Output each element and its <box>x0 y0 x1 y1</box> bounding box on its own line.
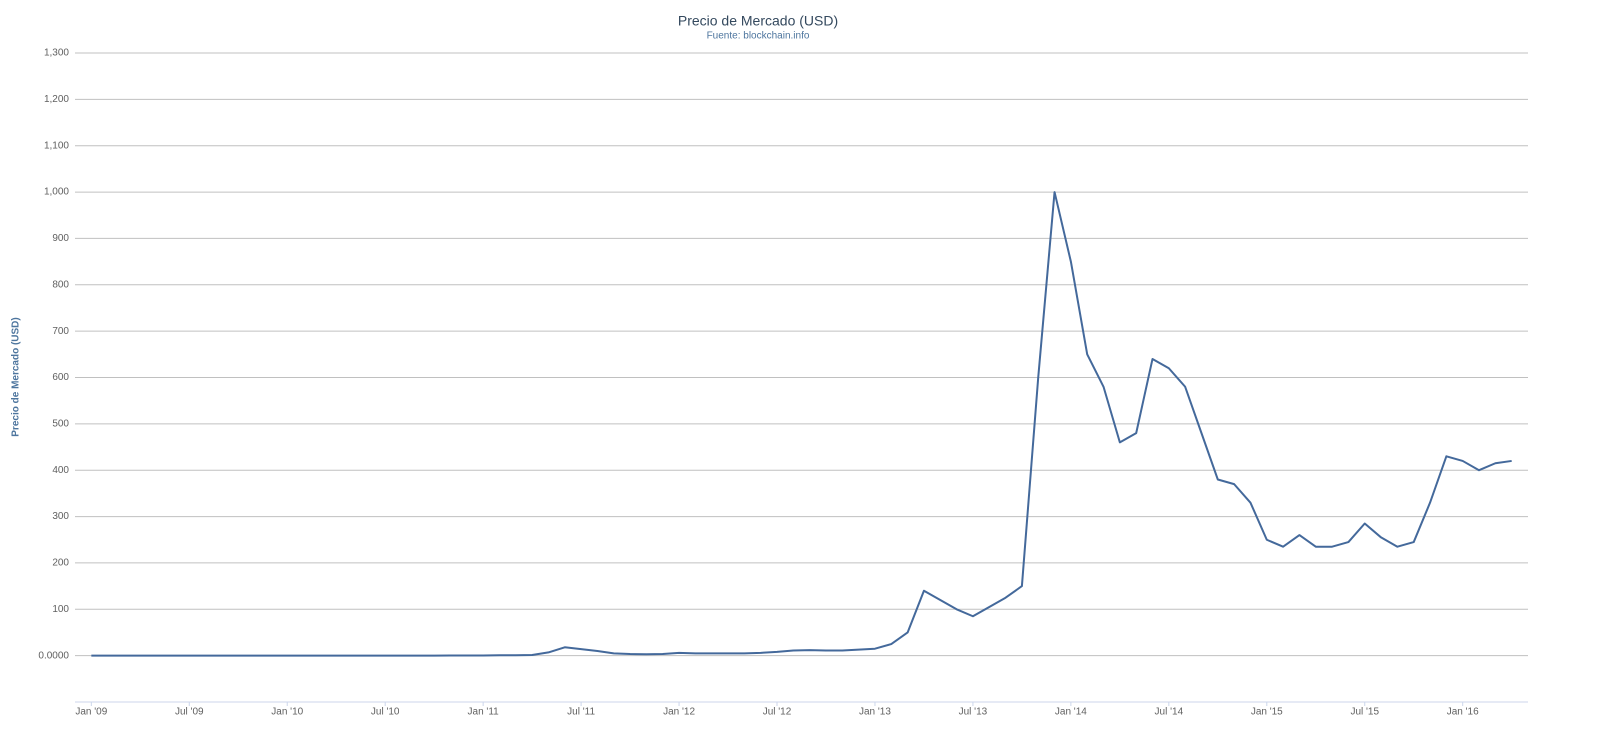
y-tick-label: 400 <box>52 465 69 476</box>
x-tick-label: Jan '13 <box>859 707 891 718</box>
chart-subtitle: Fuente: blockchain.info <box>707 31 810 42</box>
x-tick-label: Jan '11 <box>468 707 500 718</box>
y-tick-label: 1,200 <box>44 94 69 105</box>
x-tick-label: Jan '14 <box>1055 707 1087 718</box>
x-tick-label: Jan '15 <box>1251 707 1283 718</box>
x-tick-label: Jul '11 <box>567 707 595 718</box>
y-tick-label: 900 <box>52 233 69 244</box>
y-tick-label: 200 <box>52 558 69 569</box>
y-tick-label: 300 <box>52 511 69 522</box>
x-tick-label: Jul '10 <box>371 707 400 718</box>
x-tick-label: Jan '16 <box>1447 707 1479 718</box>
x-tick-label: Jul '13 <box>959 707 988 718</box>
x-tick-label: Jul '15 <box>1350 707 1379 718</box>
x-tick-label: Jan '10 <box>271 707 303 718</box>
x-tick-label: Jul '09 <box>175 707 204 718</box>
y-tick-label: 100 <box>52 604 69 615</box>
x-tick-label: Jan '12 <box>663 707 695 718</box>
y-tick-label: 500 <box>52 418 69 429</box>
y-tick-label: 1,100 <box>44 140 69 151</box>
x-tick-label: Jul '14 <box>1155 707 1184 718</box>
x-tick-label: Jan '09 <box>75 707 107 718</box>
chart-title: Precio de Mercado (USD) <box>678 13 838 29</box>
y-tick-label: 600 <box>52 372 69 383</box>
y-tick-label: 800 <box>52 279 69 290</box>
y-axis-title: Precio de Mercado (USD) <box>11 317 22 436</box>
y-tick-label: 1,000 <box>44 187 69 198</box>
y-tick-label: 700 <box>52 326 69 337</box>
y-tick-label: 1,300 <box>44 48 69 59</box>
x-tick-label: Jul '12 <box>763 707 792 718</box>
y-tick-label: 0.0000 <box>38 650 69 661</box>
price-line <box>91 191 1512 657</box>
